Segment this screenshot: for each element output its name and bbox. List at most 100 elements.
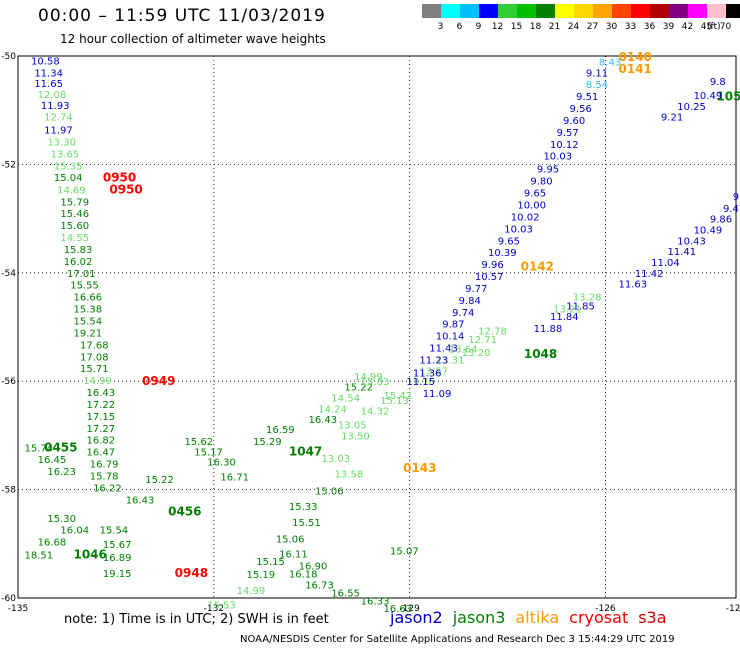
colorbar-swatch	[650, 4, 669, 18]
wave-height-label: 19.15	[103, 569, 132, 580]
wave-height-label: 15.42	[384, 391, 413, 402]
wave-height-label: 16.04	[60, 526, 89, 537]
pass-time-label: 0143	[403, 461, 436, 475]
pass-time-label: 1048	[524, 347, 557, 361]
wave-height-label: 14.69	[57, 185, 86, 196]
wave-height-label: 15.55	[70, 281, 99, 292]
wave-height-label: 10.25	[677, 102, 706, 113]
wave-height-label: 15.83	[64, 245, 93, 256]
wave-height-label: 15.62	[184, 437, 213, 448]
wave-height-label: 16.30	[207, 457, 236, 468]
wave-height-label: 15.19	[246, 570, 275, 581]
colorbar-label: 39	[662, 22, 675, 32]
wave-height-label: 10.02	[511, 212, 540, 223]
legend-entry: cryosat	[569, 608, 629, 627]
wave-height-label: 10.57	[475, 272, 504, 283]
wave-height-label: 14.24	[318, 404, 347, 415]
wave-height-label: 18.51	[25, 551, 54, 562]
wave-height-label: 11.23	[419, 356, 448, 367]
wave-height-label: 15.15	[256, 557, 285, 568]
footer-credit: NOAA/NESDIS Center for Satellite Applica…	[240, 634, 675, 645]
x-tick-label: -132	[204, 604, 224, 614]
wave-height-label: 16.45	[38, 455, 67, 466]
wave-height-label: 16.73	[305, 580, 334, 591]
wave-height-label: 16.90	[299, 561, 328, 572]
legend-entry: jason3	[452, 608, 506, 627]
y-tick-label: -56	[1, 377, 16, 387]
wave-height-label: 16.43	[308, 415, 337, 426]
wave-height-label: 15.33	[289, 502, 318, 513]
wave-height-label: 8.43	[599, 57, 621, 68]
pass-time-label: 0455	[44, 440, 77, 454]
wave-height-label: 10.49	[694, 225, 723, 236]
wave-height-label: 13.21	[553, 305, 582, 316]
wave-height-label: 9.77	[465, 284, 487, 295]
colorbar-label: 45	[700, 22, 713, 32]
wave-height-label: 16.55	[331, 589, 360, 600]
colorbar-swatch	[479, 4, 498, 18]
wave-height-label: 14.99	[83, 376, 112, 387]
wave-height-label: 12.74	[44, 113, 73, 124]
colorbar-swatch	[498, 4, 517, 18]
wave-height-label: 15.71	[80, 364, 109, 375]
wave-height-label: 15.13	[380, 396, 409, 407]
wave-height-label: 9.74	[452, 308, 474, 319]
wave-height-label: 9.84	[459, 296, 481, 307]
colorbar-swatch	[536, 4, 555, 18]
pass-time-label: 0948	[175, 566, 208, 580]
colorbar-swatch	[707, 4, 726, 18]
wave-height-label: 15.79	[60, 197, 89, 208]
wave-height-label: 9.87	[442, 320, 464, 331]
wave-height-label: 9.51	[576, 92, 598, 103]
colorbar-swatch	[517, 4, 536, 18]
footer-note: note: 1) Time is in UTC; 2) SWH is in fe…	[64, 612, 329, 627]
wave-height-label: 16.47	[87, 448, 116, 459]
pass-time-label: 1046	[73, 548, 106, 562]
wave-height-label: 17.27	[87, 424, 116, 435]
colorbar-label: 6	[456, 22, 463, 32]
pass-time-label: 0950	[109, 182, 142, 196]
x-tick-label: -124	[726, 604, 740, 614]
wave-height-label: 11.15	[406, 377, 435, 388]
wave-height-label: 19.21	[73, 328, 102, 339]
wave-height-label: 16.63	[384, 604, 413, 615]
colorbar-swatch	[612, 4, 631, 18]
wave-height-label: 15.67	[103, 540, 132, 551]
wave-height-label: 15.22	[145, 475, 174, 486]
wave-height-label: 11.88	[534, 324, 563, 335]
wave-height-label: 13.31	[436, 356, 465, 367]
wave-height-label: 15.22	[344, 383, 373, 394]
y-tick-label: -52	[1, 160, 16, 170]
wave-height-label: 9.47	[723, 204, 740, 215]
wave-height-label: 9.11	[586, 68, 608, 79]
pass-time-label: 0950	[103, 170, 136, 184]
colorbar-swatch	[593, 4, 612, 18]
wave-height-label: 13.57	[419, 366, 448, 377]
wave-height-label: 15.53	[207, 601, 236, 612]
wave-height-label: 10.03	[504, 224, 533, 235]
wave-height-label: 15.51	[292, 518, 321, 529]
wave-height-label: 11.41	[667, 247, 696, 258]
pass-time-label: 0142	[521, 259, 554, 273]
wave-height-label: 10.12	[550, 140, 579, 151]
wave-height-label: 11.43	[429, 344, 458, 355]
wave-height-label: 11.04	[651, 258, 680, 269]
wave-height-label: 13.03	[322, 454, 351, 465]
wave-height-label: 16.68	[38, 538, 67, 549]
wave-height-label: 17.01	[67, 269, 96, 280]
wave-height-label: 9.80	[530, 177, 552, 188]
wave-height-label: 15.06	[315, 487, 344, 498]
wave-height-label: 15.83	[361, 377, 390, 388]
wave-height-label: 16.43	[87, 388, 116, 399]
colorbar-label: 3	[437, 22, 444, 32]
wave-height-label: 13.70	[406, 377, 435, 388]
wave-height-label: 13.64	[449, 345, 478, 356]
colorbar-swatch	[422, 4, 441, 18]
colorbar-swatch	[726, 4, 740, 18]
wave-height-label: 16.11	[279, 550, 308, 561]
wave-height-label: 14.99	[354, 372, 383, 383]
wave-height-label: 14.99	[237, 586, 266, 597]
wave-height-label: 10.49	[694, 91, 723, 102]
wave-height-label: 15.38	[73, 305, 102, 316]
wave-height-label: 11.36	[413, 369, 442, 380]
